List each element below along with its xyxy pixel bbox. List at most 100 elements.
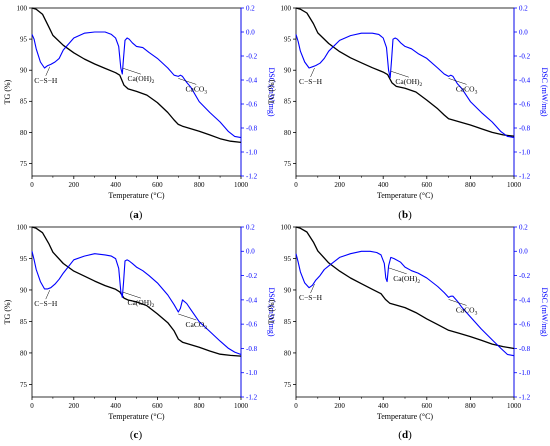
tg-tick-label: 90 xyxy=(284,286,292,294)
annotation-label: Ca(OH)2 xyxy=(393,274,420,285)
x-tick-label: 1000 xyxy=(507,181,522,189)
panel-caption: (b) xyxy=(398,209,412,221)
annotation-label: C−S−H xyxy=(299,77,323,86)
dsc-curve xyxy=(295,250,515,357)
panel-caption: (a) xyxy=(130,209,143,221)
tg-tick-label: 75 xyxy=(284,381,292,389)
tg-tick-label: 90 xyxy=(284,67,292,75)
x-tick-label: 0 xyxy=(294,402,298,410)
panel-caption: (c) xyxy=(130,429,143,441)
tg-tick-label: 85 xyxy=(20,98,28,106)
chart-panel-1: 0 200 400 600 800 1000 75 80 85 90 95 100 -1.2 -1.0 -0… xyxy=(3,4,276,221)
dsc-axis-label: DSC (mW/mg) xyxy=(540,67,549,116)
x-tick-label: 600 xyxy=(152,181,163,189)
chart-panel-2: 0 200 400 600 800 1000 75 80 85 90 95 100 -1.2 -1.0 -0… xyxy=(267,4,549,221)
tg-tick-label: 100 xyxy=(281,4,292,12)
panel-caption-part: b xyxy=(402,209,408,221)
dsc-tick-label: -0.4 xyxy=(519,76,531,84)
tg-tick-label: 80 xyxy=(284,349,292,357)
dsc-curve xyxy=(295,32,515,139)
panel-caption-part: ) xyxy=(138,429,142,441)
dsc-tick-label: -0.6 xyxy=(246,100,258,108)
panel-caption-part: c xyxy=(134,429,139,441)
annotation-leader xyxy=(390,70,409,78)
dsc-axis-label: DSC (mW/mg) xyxy=(267,67,276,116)
annotation-label: Ca(OH)2 xyxy=(127,74,154,85)
x-axis-label: Temperature (°C) xyxy=(377,191,434,200)
x-axis-label: Temperature (°C) xyxy=(377,412,434,421)
dsc-axis-label: DSC (mW/mg) xyxy=(540,287,549,336)
x-tick-label: 400 xyxy=(110,181,121,189)
annotation-label: C−S−H xyxy=(34,299,58,308)
tg-tick-label: 85 xyxy=(284,318,292,326)
annotation-subscript: 2 xyxy=(152,79,155,85)
dsc-tick-label: 0.2 xyxy=(246,4,255,12)
dsc-tick-label: 0.0 xyxy=(246,248,255,256)
dsc-curve xyxy=(31,31,242,139)
plot-frame xyxy=(31,226,242,398)
dsc-tick-label: -0.2 xyxy=(246,52,258,60)
tg-axis-label: TG (%) xyxy=(267,79,276,104)
dsc-tick-label: -0.6 xyxy=(246,321,258,329)
annotation-subscript: 3 xyxy=(204,89,207,95)
x-tick-label: 800 xyxy=(465,181,476,189)
annotation-subscript: 2 xyxy=(152,303,155,309)
panel-caption-part: ( xyxy=(130,209,134,221)
tg-tick-label: 80 xyxy=(20,349,28,357)
tg-tick-label: 75 xyxy=(284,160,292,168)
plot-frame xyxy=(295,7,515,177)
x-tick-label: 600 xyxy=(422,181,433,189)
dsc-curve xyxy=(31,251,242,356)
tg-tick-label: 75 xyxy=(20,160,28,168)
x-tick-label: 200 xyxy=(69,181,80,189)
panel-caption-part: d xyxy=(402,429,408,441)
panel-caption-part: ) xyxy=(408,209,412,221)
x-tick-label: 600 xyxy=(152,402,163,410)
annotation-subscript: 2 xyxy=(420,82,423,88)
x-tick-label: 200 xyxy=(69,402,80,410)
chart-panel-3: 0 200 400 600 800 1000 75 80 85 90 95 100 -1.2 -1.0 -0… xyxy=(3,223,276,441)
dsc-tick-label: -0.8 xyxy=(519,124,531,132)
tg-axis-label: TG (%) xyxy=(3,299,12,324)
annotation-leader xyxy=(178,78,197,85)
dsc-tick-label: -0.8 xyxy=(246,124,258,132)
tg-axis-label: TG (%) xyxy=(267,299,276,324)
tg-tick-label: 100 xyxy=(17,4,28,12)
annotation-label: Ca(OH)2 xyxy=(127,298,154,309)
panel-caption-part: ( xyxy=(398,429,402,441)
tg-tick-label: 90 xyxy=(20,67,28,75)
annotation-subscript: 3 xyxy=(475,89,478,95)
dsc-tick-label: 0.2 xyxy=(519,223,528,231)
panel-caption-part: ( xyxy=(398,209,402,221)
annotation-label: CaCO3 xyxy=(456,305,478,316)
dsc-tick-label: -1.2 xyxy=(246,393,258,401)
x-tick-label: 1000 xyxy=(234,402,249,410)
annotation-leader xyxy=(448,78,467,85)
panel-caption-part: ) xyxy=(408,429,412,441)
x-tick-label: 800 xyxy=(194,181,205,189)
annotation-label: C−S−H xyxy=(34,76,58,85)
x-tick-label: 1000 xyxy=(507,402,522,410)
annotation-leader xyxy=(122,291,141,299)
tg-curve xyxy=(31,7,242,144)
annotation-label: Ca(OH)2 xyxy=(395,77,422,88)
dsc-tick-label: 0.0 xyxy=(246,28,255,36)
tg-tick-label: 95 xyxy=(20,255,28,263)
tg-curve xyxy=(295,226,515,350)
annotation-leader xyxy=(178,313,197,321)
x-tick-label: 200 xyxy=(334,402,345,410)
dsc-tick-label: 0.0 xyxy=(519,28,528,36)
tg-tick-label: 100 xyxy=(17,223,28,231)
dsc-tick-label: -1.0 xyxy=(519,369,531,377)
tg-tick-label: 90 xyxy=(20,286,28,294)
dsc-tick-label: -0.2 xyxy=(246,272,258,280)
annotation-label: CaCO3 xyxy=(456,84,478,95)
x-tick-label: 800 xyxy=(465,402,476,410)
annotation-subscript: 3 xyxy=(204,325,207,331)
annotation-label: CaCO3 xyxy=(186,320,208,331)
dsc-tick-label: -0.8 xyxy=(246,345,258,353)
annotation-label: CaCO3 xyxy=(186,84,208,95)
x-tick-label: 0 xyxy=(30,181,34,189)
tg-tick-label: 95 xyxy=(20,36,28,44)
